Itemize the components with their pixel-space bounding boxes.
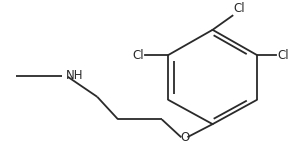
Text: O: O xyxy=(180,131,189,144)
Text: Cl: Cl xyxy=(132,49,144,62)
Text: Cl: Cl xyxy=(234,2,245,15)
Text: Cl: Cl xyxy=(277,49,289,62)
Text: NH: NH xyxy=(66,69,84,82)
